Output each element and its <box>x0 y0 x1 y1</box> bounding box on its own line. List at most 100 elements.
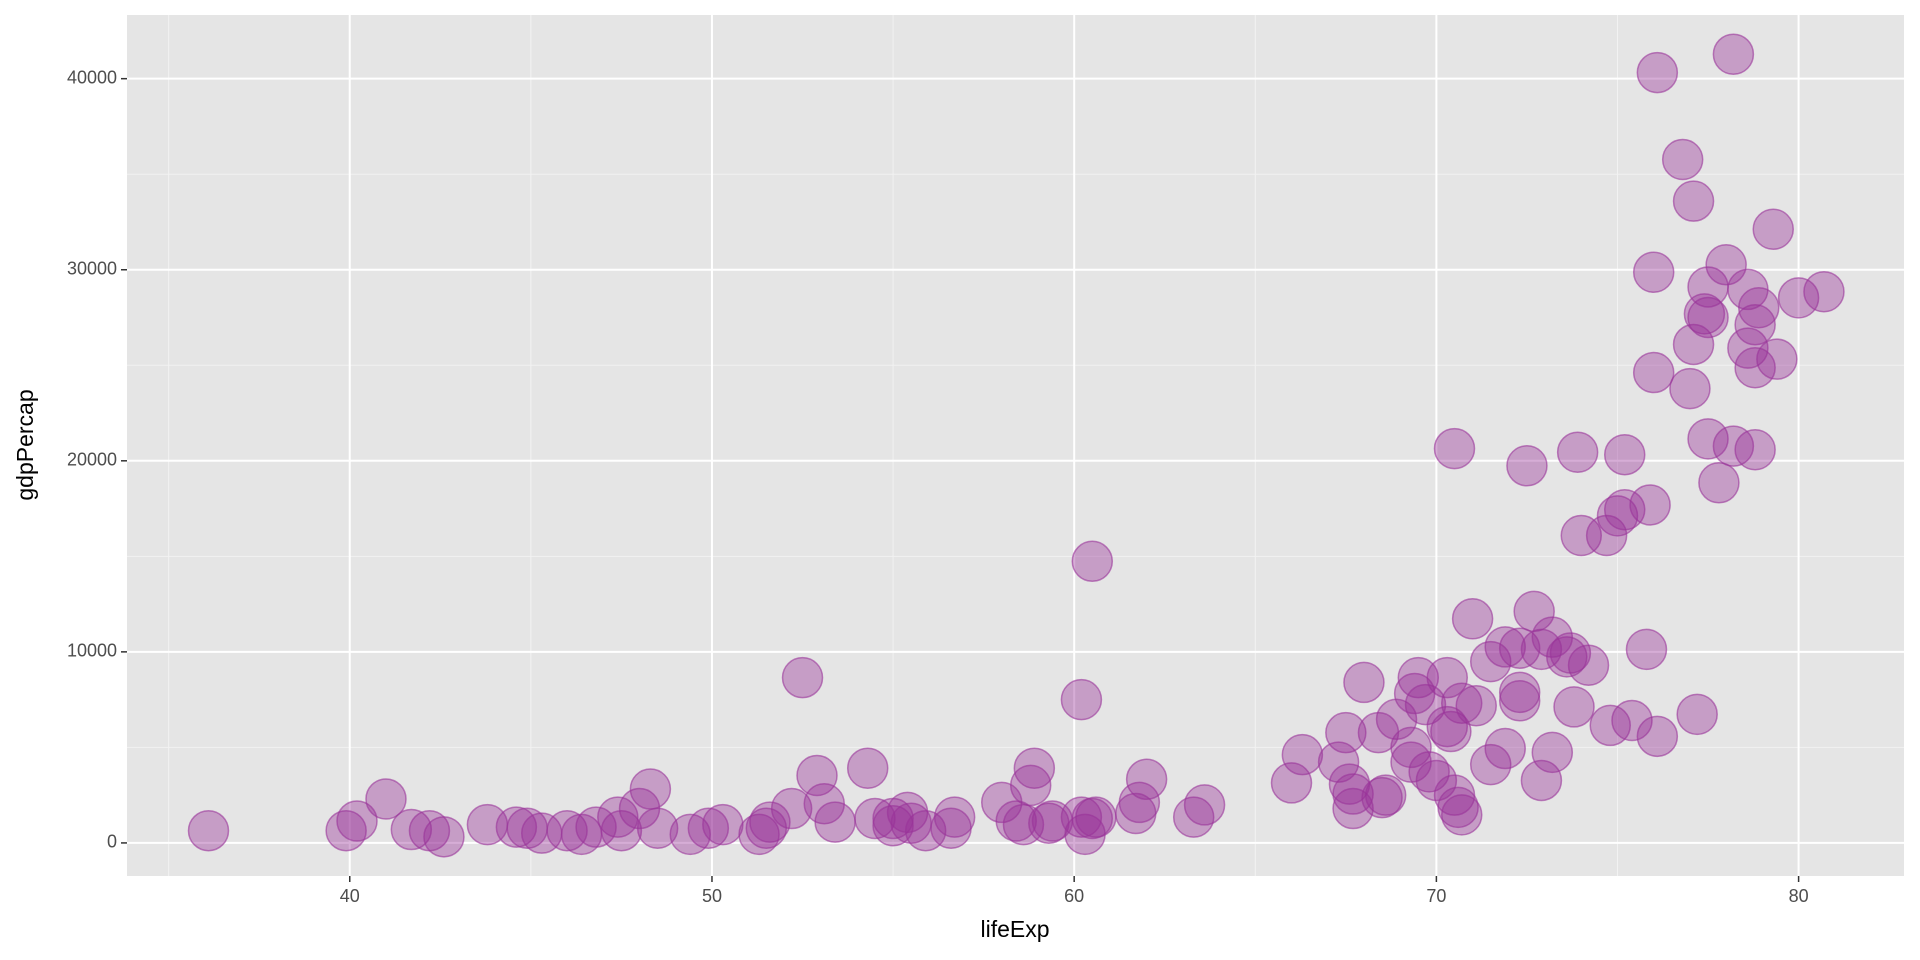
point <box>1325 711 1367 754</box>
point <box>933 796 976 838</box>
point <box>1469 743 1512 786</box>
point <box>1734 347 1776 389</box>
point <box>1060 678 1103 721</box>
point <box>796 754 838 797</box>
point <box>846 747 889 789</box>
point <box>738 813 780 856</box>
y-tick-label: 10000 <box>67 641 117 661</box>
point <box>1560 514 1603 557</box>
x-tick-label: 40 <box>340 886 360 906</box>
point <box>1603 433 1646 476</box>
x-axis-title: lifeExp <box>980 916 1049 942</box>
point <box>1484 626 1526 668</box>
point <box>636 807 679 849</box>
point <box>814 801 856 843</box>
point <box>1172 796 1215 838</box>
point <box>1661 138 1704 181</box>
point <box>629 768 672 810</box>
point <box>1013 747 1056 789</box>
point <box>1687 418 1729 460</box>
point <box>1506 445 1548 487</box>
point <box>1118 781 1161 824</box>
point <box>1632 251 1675 293</box>
x-tick-label: 60 <box>1064 886 1084 906</box>
point <box>1734 304 1776 346</box>
point <box>390 808 433 851</box>
point <box>1397 656 1440 699</box>
point <box>1390 726 1432 769</box>
point <box>1498 627 1541 669</box>
point <box>1343 661 1385 704</box>
y-tick-label: 0 <box>107 832 117 852</box>
point <box>1075 796 1117 838</box>
point <box>1752 208 1794 250</box>
point <box>995 800 1037 842</box>
point <box>1756 338 1798 380</box>
point <box>770 787 813 830</box>
point <box>1567 644 1610 686</box>
point <box>1603 488 1646 531</box>
point <box>1712 33 1755 75</box>
panel <box>127 15 1904 876</box>
point <box>1636 715 1679 758</box>
point <box>1451 598 1494 640</box>
point <box>1071 540 1114 583</box>
point <box>1712 425 1755 467</box>
x-tick-label: 70 <box>1426 886 1446 906</box>
y-tick-label: 40000 <box>67 67 117 87</box>
point <box>1553 686 1595 728</box>
point <box>1734 428 1776 471</box>
point <box>1009 764 1052 807</box>
point <box>781 656 824 699</box>
point <box>1125 758 1168 801</box>
point <box>1596 495 1639 537</box>
point <box>336 800 378 842</box>
point <box>1498 671 1541 714</box>
point <box>1531 731 1574 774</box>
point <box>1484 727 1526 770</box>
point <box>1611 699 1653 742</box>
point <box>1364 774 1407 816</box>
y-tick-label: 20000 <box>67 450 117 470</box>
point <box>187 809 230 852</box>
point <box>597 796 639 838</box>
point <box>687 807 730 849</box>
point <box>1629 484 1671 526</box>
y-axis-title: gdpPercap <box>12 389 38 500</box>
point <box>365 778 407 820</box>
point <box>495 806 538 848</box>
point <box>1440 794 1483 836</box>
point <box>669 813 711 856</box>
point <box>1705 244 1747 286</box>
point <box>1636 51 1679 94</box>
point <box>1430 710 1472 753</box>
point <box>1589 704 1631 747</box>
point <box>1361 776 1403 819</box>
point <box>423 816 465 858</box>
x-tick-label: 50 <box>702 886 722 906</box>
point <box>1433 427 1476 470</box>
point <box>1672 180 1715 222</box>
point <box>1270 762 1313 804</box>
point <box>1777 277 1820 319</box>
point <box>1060 796 1103 838</box>
point <box>1426 656 1469 699</box>
point <box>1437 786 1479 829</box>
y-tick-label: 30000 <box>67 258 117 278</box>
point <box>1440 682 1483 725</box>
point <box>1332 787 1374 830</box>
point <box>1803 270 1845 313</box>
point <box>1625 628 1668 671</box>
point <box>1183 784 1226 826</box>
point <box>1738 287 1780 329</box>
point <box>1698 462 1740 504</box>
point <box>1585 514 1628 557</box>
point <box>600 809 643 852</box>
point <box>1687 296 1729 339</box>
point <box>702 803 744 846</box>
point <box>1632 351 1675 394</box>
point <box>1498 680 1541 722</box>
point <box>1071 797 1114 840</box>
x-tick-label: 80 <box>1789 886 1809 906</box>
